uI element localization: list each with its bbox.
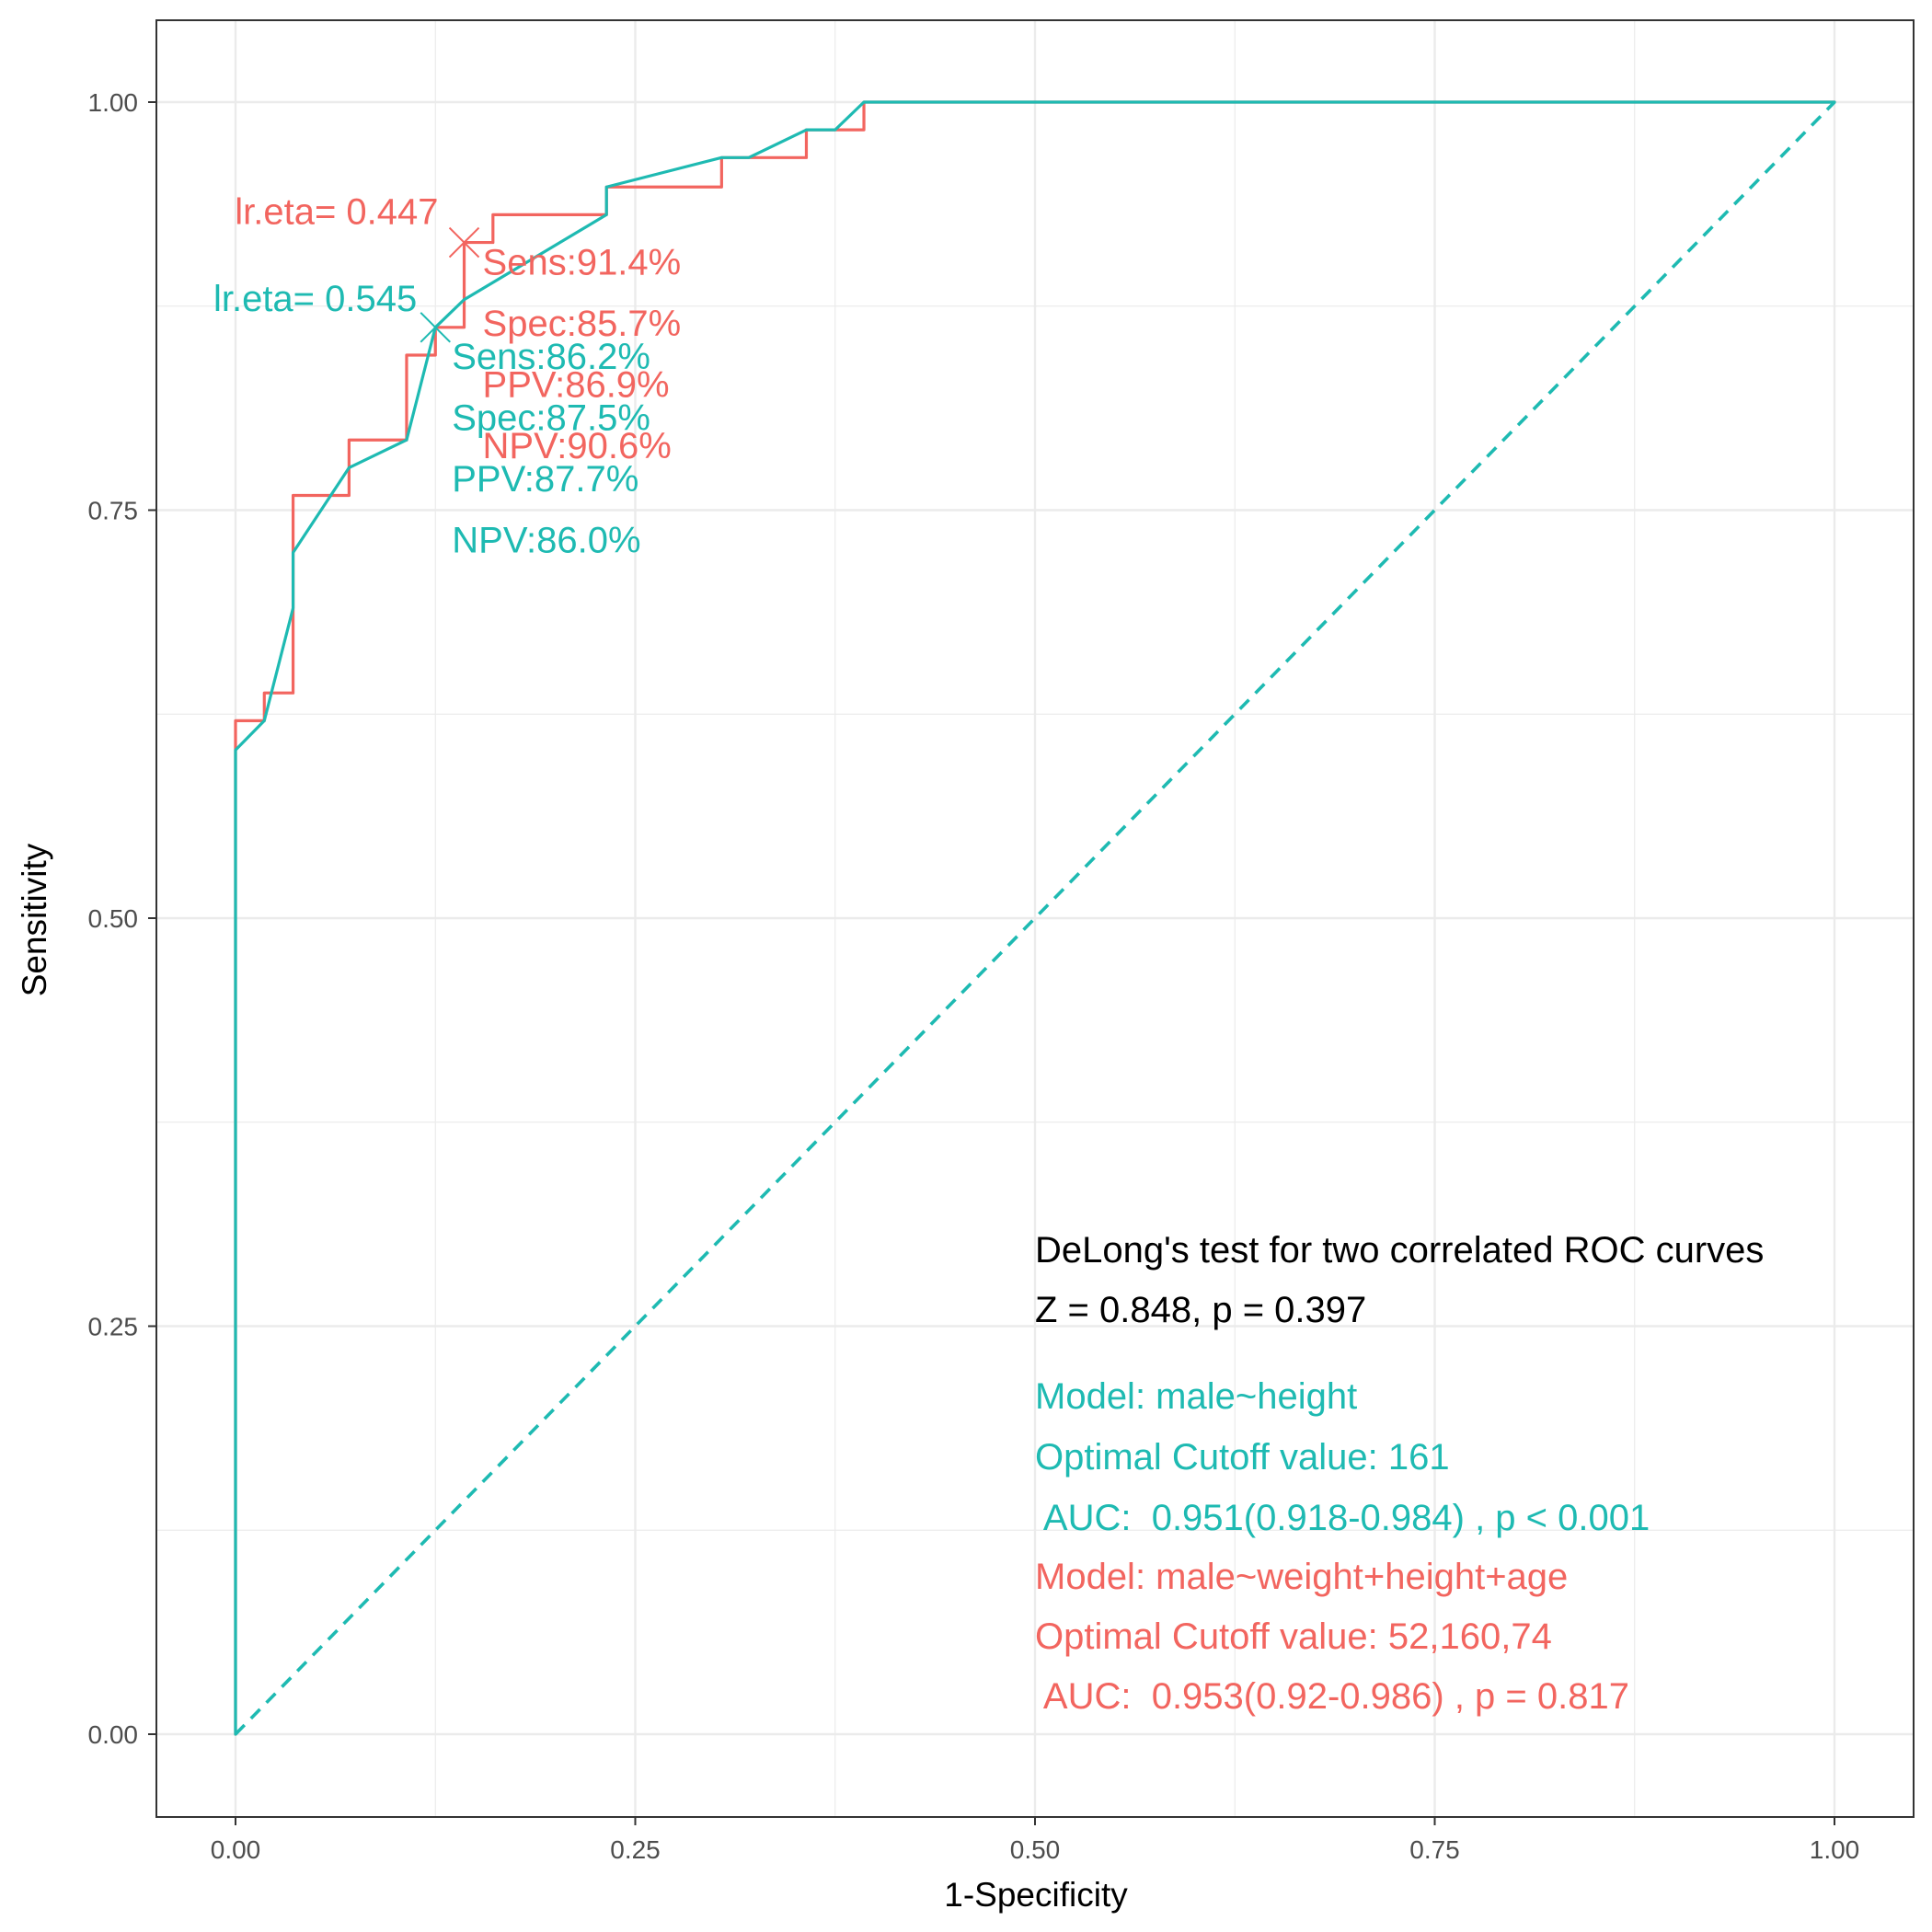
annotation-block: DeLong's test for two correlated ROC cur… [1035, 1230, 1764, 1717]
y-tick-label: 0.25 [88, 1313, 139, 1341]
x-tick-label: 0.50 [1010, 1835, 1061, 1864]
x-axis-title: 1-Specificity [944, 1876, 1128, 1914]
model-height-cutoff: Optimal Cutoff value: 161 [1035, 1437, 1450, 1478]
series-layer [234, 100, 1836, 1736]
cutoff-stat-model_full: Sens:91.4% [483, 243, 682, 283]
cutoff-marker-model_height [420, 312, 451, 343]
model-full-cutoff: Optimal Cutoff value: 52,160,74 [1035, 1616, 1552, 1657]
model-full-auc: AUC: 0.953(0.92-0.986) , p = 0.817 [1035, 1676, 1629, 1717]
x-tick-label: 0.25 [610, 1835, 661, 1864]
cutoff-stat-model_full: NPV:90.6% [483, 426, 672, 466]
x-tick-label: 0.75 [1409, 1835, 1460, 1864]
cutoff-stat-model_full: Spec:85.7% [483, 304, 682, 344]
cutoff-layer: lr.eta= 0.447 Sens:91.4% Spec:85.7% PPV:86.… [213, 192, 681, 561]
model-height-auc: AUC: 0.951(0.918-0.984) , p < 0.001 [1035, 1498, 1650, 1538]
panel-border [155, 19, 1915, 1818]
cutoff-marker-model_full [448, 226, 480, 259]
x-tick-label: 0.00 [211, 1835, 261, 1864]
y-axis-title: Sensitivity [16, 843, 53, 996]
cutoff-stat-model_full: PPV:86.9% [483, 365, 670, 406]
y-tick-label: 0.00 [88, 1720, 139, 1749]
delong-stat: Z = 0.848, p = 0.397 [1035, 1290, 1366, 1330]
y-tick-label: 1.00 [88, 88, 139, 117]
y-tick-label: 0.75 [88, 497, 139, 525]
cutoff-label-model_full: lr.eta= 0.447 [235, 192, 438, 233]
cutoff-stat-model_height: NPV:86.0% [452, 520, 640, 560]
model-full-name: Model: male~weight+height+age [1035, 1557, 1568, 1597]
delong-title: DeLong's test for two correlated ROC cur… [1035, 1230, 1764, 1271]
y-axis: 0.00 0.25 0.50 0.75 1.00 [88, 88, 155, 1749]
cutoff-stat-model_height: Spec:87.5% [452, 397, 650, 438]
roc-curve-male-height [234, 100, 1836, 1736]
model-height-name: Model: male~height [1035, 1376, 1357, 1417]
roc-curve-male-weight-height-age [234, 100, 1836, 1736]
x-tick-label: 1.00 [1810, 1835, 1860, 1864]
roc-curve-reference [234, 100, 1836, 1736]
x-axis: 0.00 0.25 0.50 0.75 1.00 [211, 1818, 1860, 1864]
y-tick-label: 0.50 [88, 904, 139, 933]
cutoff-label-model_height: lr.eta= 0.545 [213, 279, 417, 319]
cutoff-stat-model_height: PPV:87.7% [452, 459, 638, 500]
cutoff-stat-model_height: Sens:86.2% [452, 337, 650, 377]
